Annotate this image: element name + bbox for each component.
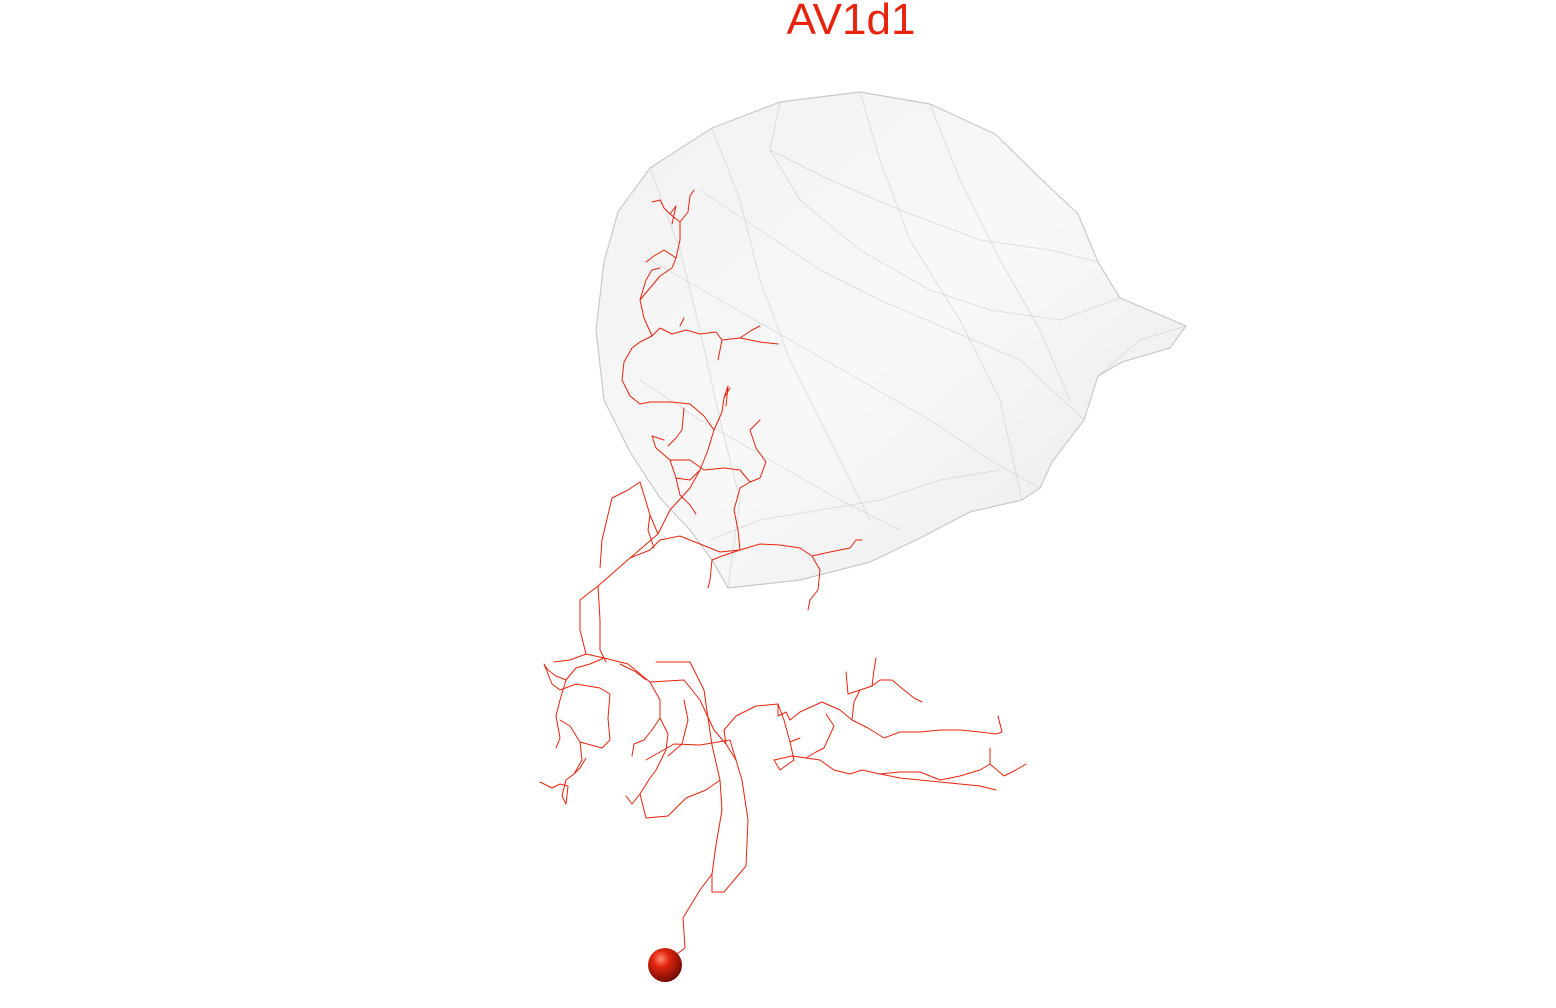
soma-sphere — [648, 948, 682, 982]
neuron-skeleton — [539, 189, 1027, 963]
figure-title: AV1d1 — [786, 0, 916, 44]
neuropil-mesh — [595, 91, 1187, 589]
